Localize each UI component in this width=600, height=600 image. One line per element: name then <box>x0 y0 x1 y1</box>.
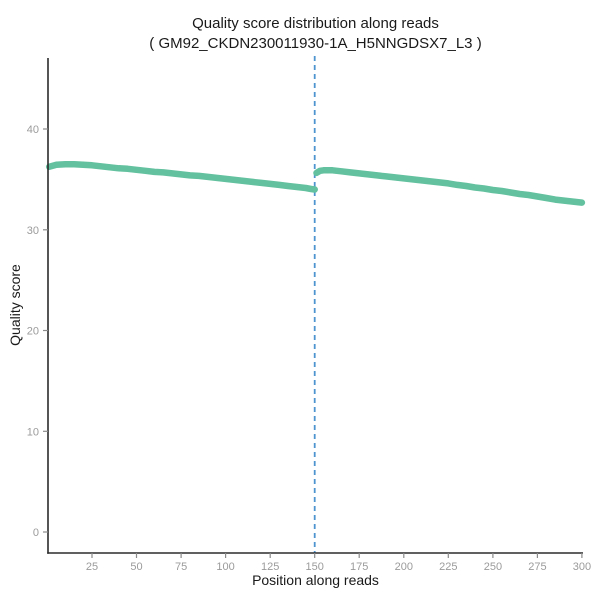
y-tick-label: 40 <box>27 124 39 136</box>
x-tick-label: 50 <box>130 561 142 573</box>
x-tick-label: 225 <box>439 561 457 573</box>
x-tick-label: 125 <box>261 561 279 573</box>
chart-subtitle: ( GM92_CKDN230011930-1A_H5NNGDSX7_L3 ) <box>149 35 482 52</box>
y-tick-label: 10 <box>27 426 39 438</box>
y-tick-label: 30 <box>27 225 39 237</box>
x-tick-label: 75 <box>175 561 187 573</box>
x-tick-label: 150 <box>306 561 324 573</box>
series-read1-line <box>45 161 318 193</box>
x-axis-title: Position along reads <box>252 572 379 588</box>
x-tick-label: 200 <box>395 561 413 573</box>
x-tick-label: 275 <box>528 561 546 573</box>
y-axis-title: Quality score <box>7 264 23 346</box>
x-tick-label: 300 <box>573 561 591 573</box>
x-tick-label: 250 <box>484 561 502 573</box>
x-tick-label: 25 <box>86 561 98 573</box>
chart-title: Quality score distribution along reads <box>192 15 439 32</box>
y-tick-label: 0 <box>33 527 39 539</box>
x-tick-label: 100 <box>216 561 234 573</box>
x-tick-label: 175 <box>350 561 368 573</box>
series-read2-line <box>313 167 586 206</box>
y-tick-label: 20 <box>27 326 39 338</box>
